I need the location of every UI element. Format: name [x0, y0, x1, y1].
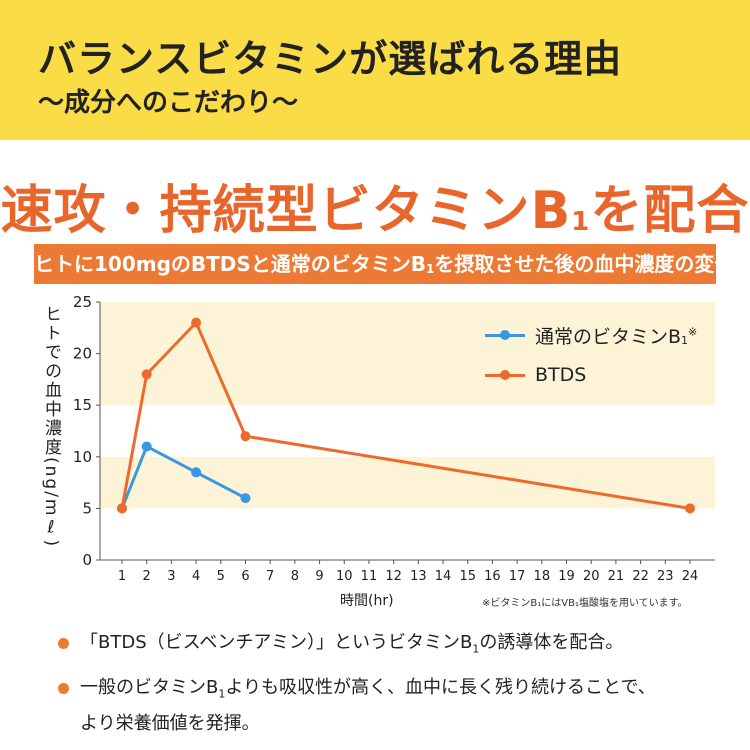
x-tick-label: 12	[385, 569, 402, 584]
main-heading-suffix: を配合	[590, 181, 750, 241]
legend-item-btds: BTDS	[485, 360, 697, 390]
series-point-0	[141, 441, 152, 452]
x-tick-label: 11	[361, 569, 378, 584]
bullet-dot-icon	[58, 638, 69, 649]
bullet-line: 一般のビタミンB1よりも吸収性が高く、血中に長く残り続けることで、	[80, 676, 656, 701]
page-title: バランスビタミンが選ばれる理由	[38, 37, 623, 81]
bullet-item: 「BTDS（ビスベンチアミン）」というビタミンB1の誘導体を配合。	[58, 628, 718, 665]
x-tick-label: 19	[558, 569, 575, 584]
series-point-1	[685, 503, 695, 514]
chart-band	[100, 353, 715, 406]
x-tick-label: 24	[682, 569, 699, 584]
caption-subscript: 1	[426, 262, 435, 276]
x-tick-label: 6	[241, 569, 249, 584]
x-tick-label: 5	[217, 569, 225, 584]
chart-band	[100, 456, 715, 509]
page-subtitle: 〜成分へのこだわり〜	[38, 88, 299, 118]
x-tick-label: 10	[336, 569, 353, 584]
main-heading: 速攻・持続型ビタミンB1を配合	[0, 168, 750, 243]
y-tick-label: 20	[73, 345, 92, 363]
x-tick-label: 15	[459, 569, 476, 584]
x-tick-label: 17	[509, 569, 526, 584]
bullet-line: 「BTDS（ビスベンチアミン）」というビタミンB1の誘導体を配合。	[80, 632, 624, 656]
x-tick-label: 8	[291, 569, 299, 584]
header-band	[0, 0, 750, 140]
x-tick-label: 3	[167, 569, 175, 584]
x-tick-label: 7	[266, 569, 274, 584]
y-tick-label: 15	[73, 396, 92, 414]
x-tick-label: 1	[118, 569, 126, 584]
legend-swatch-normal	[485, 329, 525, 341]
chart-caption-bar: ヒトに100mgのBTDSと通常のビタミンB1を摂取させた後の血中濃度の変化	[34, 244, 734, 284]
legend-item-normal: 通常のビタミンB1※	[485, 320, 697, 350]
series-point-1	[117, 503, 127, 514]
x-tick-label: 16	[484, 569, 501, 584]
x-tick-label: 14	[435, 569, 452, 584]
x-tick-label: 9	[315, 569, 323, 584]
chart-footnote: ※ビタミンB₁にはVB₁塩酸塩を用いています。	[482, 598, 688, 609]
y-tick-label: 10	[73, 448, 92, 466]
y-tick-label: 0	[82, 551, 92, 569]
legend-swatch-btds	[485, 369, 525, 381]
x-tick-label: 22	[632, 569, 649, 584]
chart-band	[100, 302, 715, 354]
y-axis-label: ヒトでの血中濃度(ng/mℓ)	[41, 305, 61, 549]
series-line-0	[120, 444, 247, 509]
series-point-1	[191, 317, 202, 328]
bullet-dot-icon	[58, 682, 69, 694]
legend-label-btds: BTDS	[535, 364, 587, 386]
bullet-item: 一般のビタミンB1よりも吸収性が高く、血中に長く残り続けることで、 より栄養価値…	[58, 673, 718, 740]
main-heading-text: 速攻・持続型ビタミンB	[0, 181, 572, 241]
caption-suffix: を摂取させた後の血中濃度の変化	[434, 252, 735, 276]
x-tick-label: 21	[608, 569, 625, 584]
series-point-0	[240, 493, 251, 504]
y-tick-label: 25	[73, 293, 92, 311]
bullet-line: より栄養価値を発揮。	[80, 713, 260, 735]
series-point-1	[240, 431, 251, 442]
x-tick-label: 13	[410, 569, 427, 584]
series-point-1	[141, 369, 152, 380]
legend-label-normal: 通常のビタミンB1※	[535, 325, 698, 348]
x-tick-label: 4	[192, 569, 200, 584]
x-tick-label: 18	[534, 569, 551, 584]
x-tick-label: 2	[143, 569, 151, 584]
x-tick-label: 20	[583, 569, 600, 584]
bullet-list: 「BTDS（ビスベンチアミン）」というビタミンB1の誘導体を配合。 一般のビタミ…	[58, 628, 718, 747]
caption-text: ヒトに100mgのBTDSと通常のビタミンB	[34, 252, 427, 276]
series-point-0	[191, 467, 202, 478]
chart-legend: 通常のビタミンB1※ BTDS	[485, 320, 697, 400]
x-tick-label: 23	[657, 569, 674, 584]
x-axis-label: 時間(hr)	[340, 593, 394, 609]
y-tick-label: 5	[82, 499, 92, 517]
main-heading-subscript: 1	[571, 207, 591, 237]
